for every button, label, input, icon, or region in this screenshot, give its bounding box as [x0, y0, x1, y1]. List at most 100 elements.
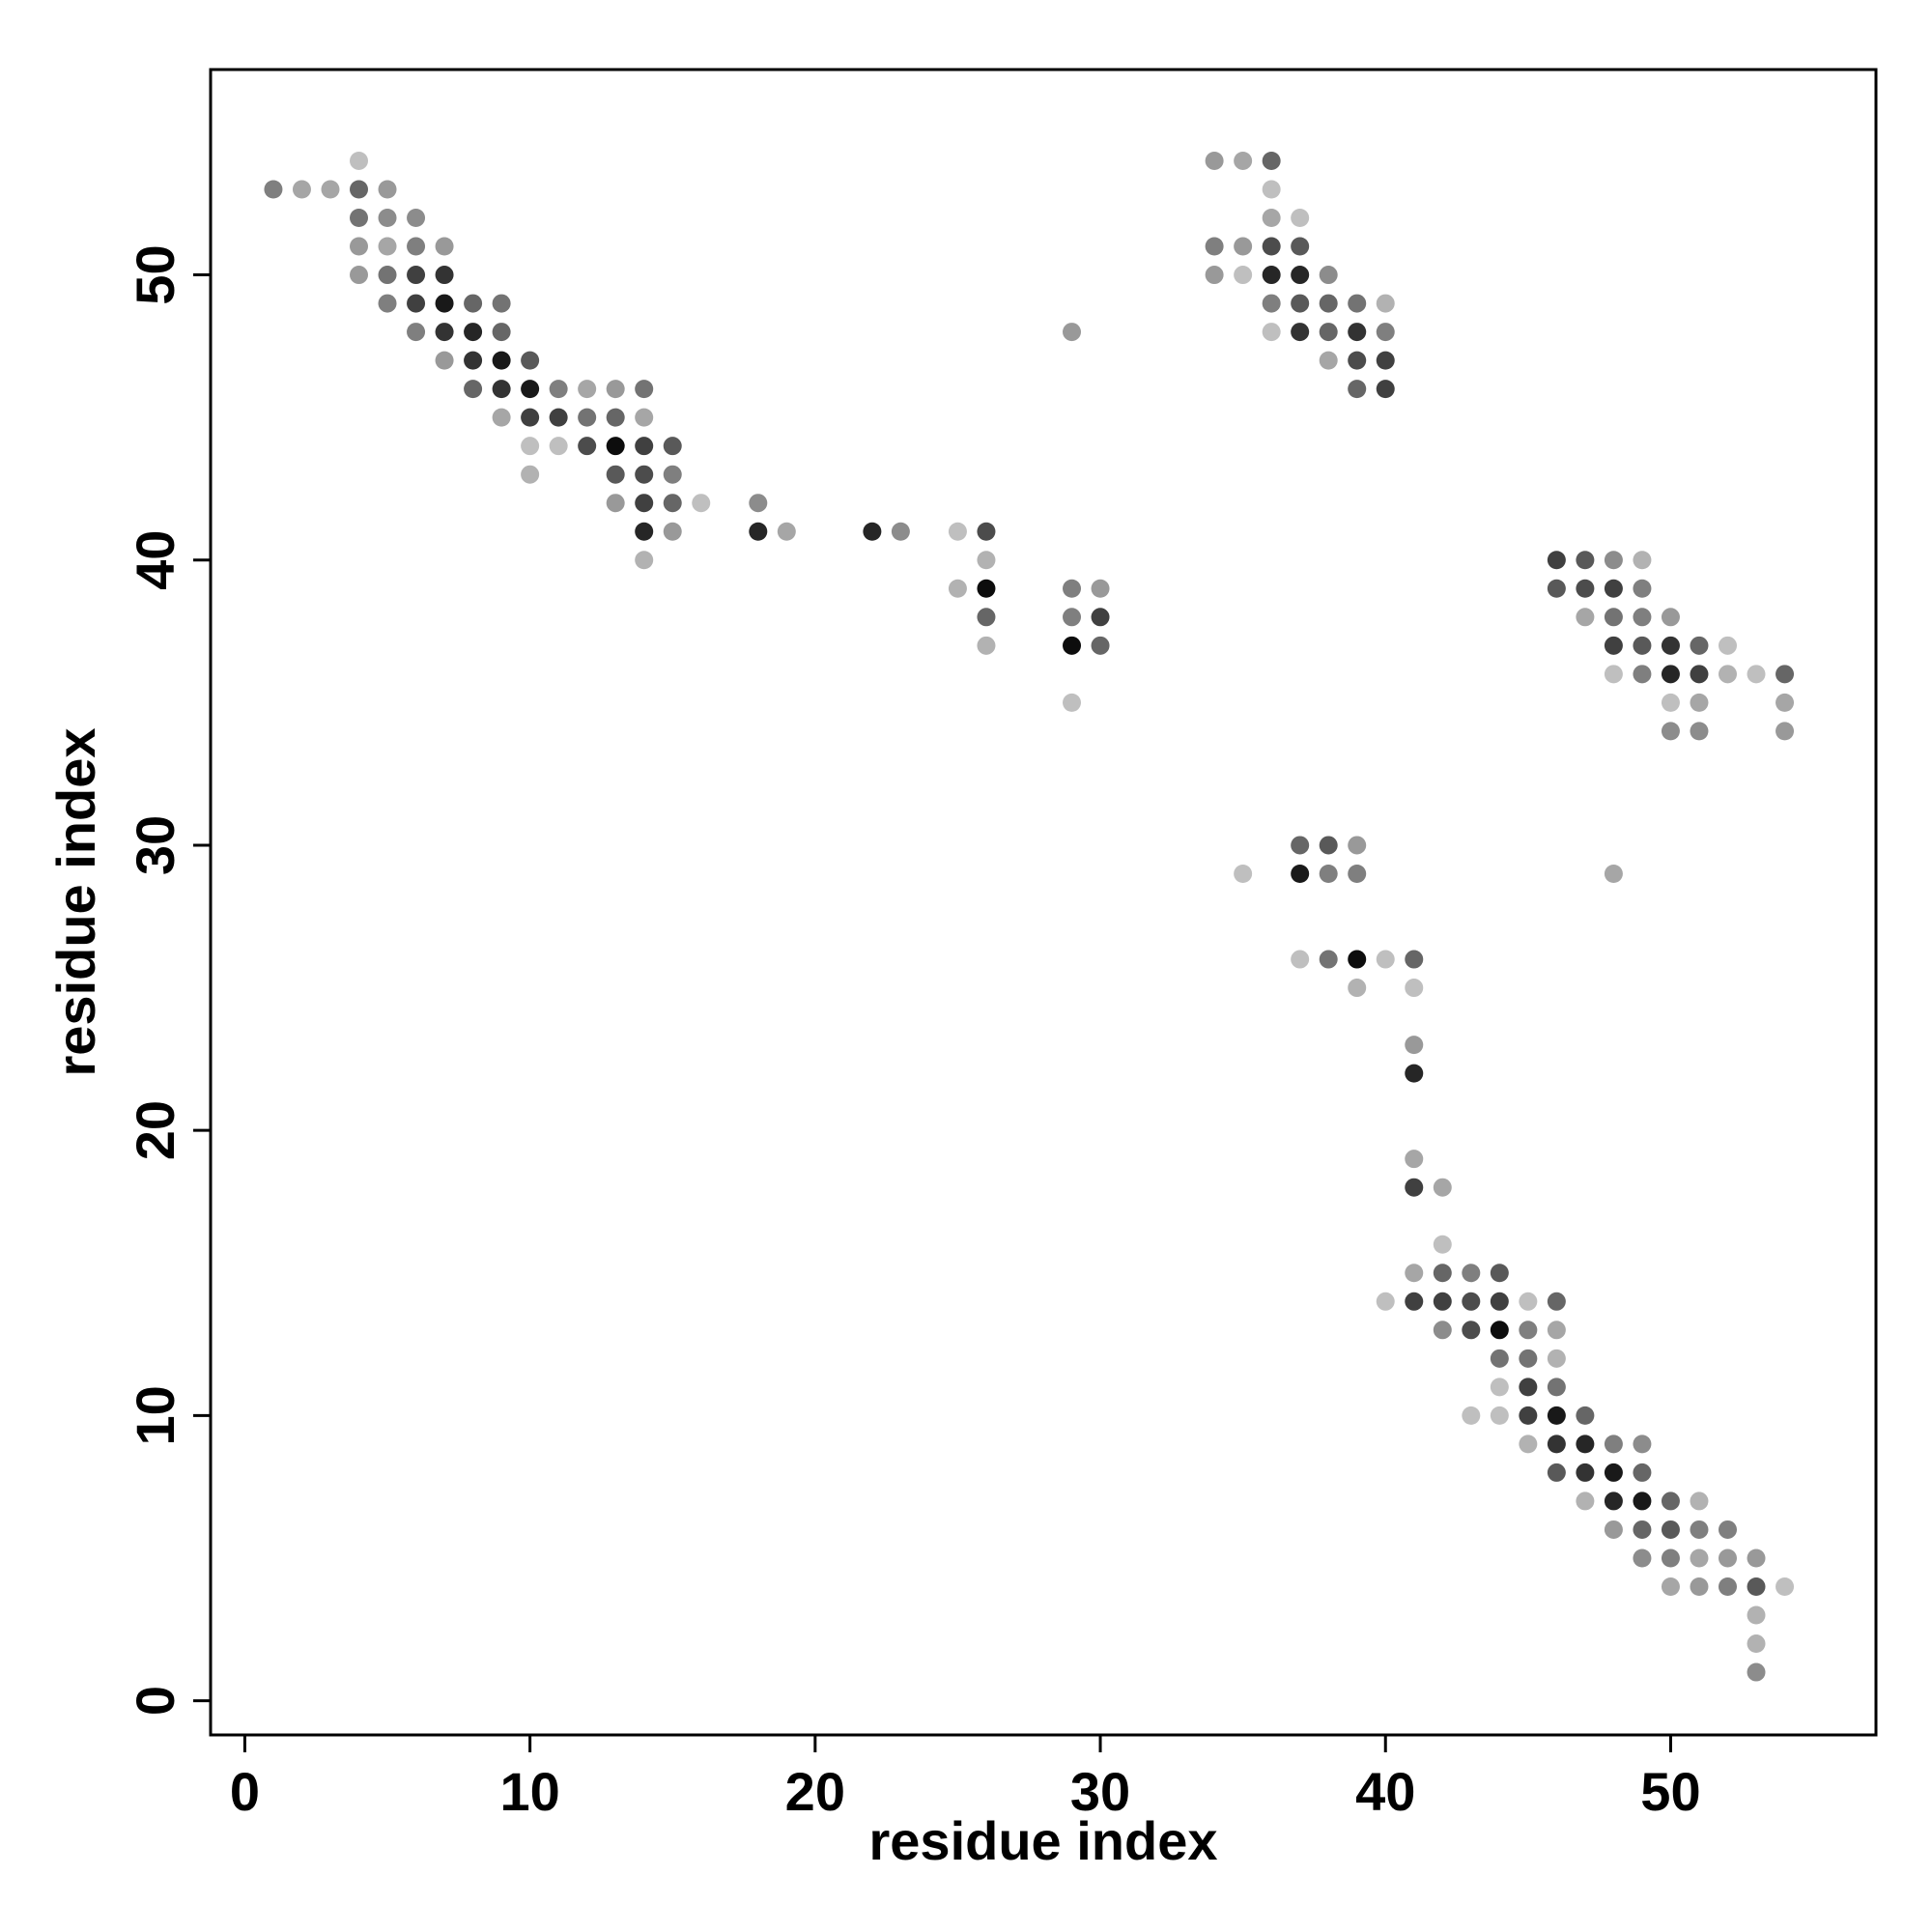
data-point [1547, 579, 1566, 598]
data-point [1576, 551, 1595, 570]
data-point [1319, 864, 1338, 883]
data-point [1747, 1662, 1766, 1682]
data-point [464, 380, 483, 399]
data-point [1291, 209, 1310, 228]
data-point [1205, 151, 1224, 170]
data-point [1661, 665, 1680, 684]
data-point [1776, 665, 1795, 684]
data-point [635, 522, 654, 541]
data-point [1633, 1492, 1652, 1511]
data-point [606, 408, 625, 427]
x-axis-title: residue index [868, 1810, 1217, 1871]
data-point [1576, 1406, 1595, 1425]
data-point [1604, 665, 1623, 684]
data-point [1661, 608, 1680, 627]
data-point [606, 380, 625, 399]
data-point [1376, 950, 1395, 969]
data-point [1547, 1349, 1566, 1368]
data-point [1690, 1520, 1709, 1539]
data-point [1490, 1378, 1509, 1397]
data-point [1462, 1292, 1481, 1311]
data-point [1747, 1605, 1766, 1625]
data-point [1604, 636, 1623, 655]
data-point [1661, 636, 1680, 655]
data-point [1604, 1492, 1623, 1511]
data-point [1348, 864, 1367, 883]
data-point [863, 522, 882, 541]
data-point [1291, 864, 1310, 883]
data-point [1519, 1292, 1538, 1311]
x-tick-label: 40 [1355, 1761, 1415, 1822]
data-point [464, 294, 483, 313]
data-point [1633, 579, 1652, 598]
data-point [1690, 693, 1709, 712]
data-point [1718, 1548, 1737, 1568]
data-point [1348, 380, 1367, 399]
data-point [1319, 294, 1338, 313]
data-point [1490, 1292, 1509, 1311]
data-point [1319, 950, 1338, 969]
data-point [1633, 1463, 1652, 1482]
y-tick-label: 40 [125, 530, 185, 590]
data-point [663, 465, 682, 484]
y-tick-label: 20 [125, 1100, 185, 1160]
data-point [378, 180, 397, 199]
y-axis-title: residue index [45, 727, 106, 1076]
data-point [492, 323, 511, 342]
data-point [521, 351, 540, 370]
data-point [635, 408, 654, 427]
data-point [1576, 1463, 1595, 1482]
data-point [1747, 1548, 1766, 1568]
data-point [635, 551, 654, 570]
data-point [1519, 1406, 1538, 1425]
data-point [1405, 979, 1424, 998]
data-point [1405, 1292, 1424, 1311]
data-point [635, 380, 654, 399]
data-point [1291, 294, 1310, 313]
data-point [1661, 722, 1680, 741]
data-point [1690, 1492, 1709, 1511]
axis-ticks: 0 10 20 30 40 50 0 10 20 30 40 50 [125, 244, 1701, 1822]
data-point [1234, 237, 1253, 256]
x-tick-label: 10 [499, 1761, 559, 1822]
y-tick-label: 0 [125, 1686, 185, 1716]
data-point [1604, 551, 1623, 570]
data-point [492, 351, 511, 370]
y-tick-label: 50 [125, 244, 185, 304]
data-point [407, 209, 426, 228]
data-point [1519, 1321, 1538, 1340]
data-point [1433, 1321, 1452, 1340]
data-point [292, 180, 311, 199]
data-point [1063, 636, 1082, 655]
data-point [1262, 266, 1281, 285]
data-point [977, 608, 996, 627]
y-tick-label: 30 [125, 815, 185, 875]
data-point [1776, 722, 1795, 741]
data-point [891, 522, 910, 541]
data-point [1604, 579, 1623, 598]
data-point [1576, 579, 1595, 598]
data-point [1604, 608, 1623, 627]
data-point [578, 380, 597, 399]
data-point [578, 408, 597, 427]
data-point [1348, 294, 1367, 313]
data-point [663, 437, 682, 456]
data-point [606, 494, 625, 513]
data-points [264, 151, 1795, 1682]
x-tick-label: 50 [1640, 1761, 1700, 1822]
data-point [1063, 608, 1082, 627]
data-point [1462, 1321, 1481, 1340]
data-point [549, 437, 568, 456]
data-point [1633, 551, 1652, 570]
data-point [378, 266, 397, 285]
data-point [1547, 1378, 1566, 1397]
data-point [1661, 693, 1680, 712]
data-point [1234, 266, 1253, 285]
data-point [1633, 1435, 1652, 1454]
data-point [1262, 151, 1281, 170]
data-point [1747, 1634, 1766, 1654]
data-point [1718, 665, 1737, 684]
data-point [521, 380, 540, 399]
data-point [1604, 1520, 1623, 1539]
data-point [350, 151, 369, 170]
